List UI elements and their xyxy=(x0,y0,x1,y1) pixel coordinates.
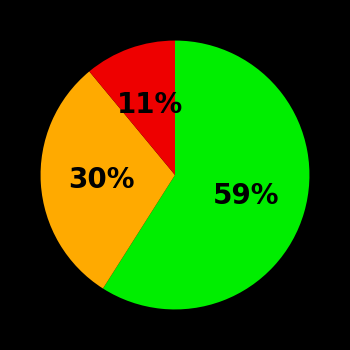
Wedge shape xyxy=(89,41,175,175)
Text: 59%: 59% xyxy=(213,182,279,210)
Text: 30%: 30% xyxy=(68,166,134,194)
Wedge shape xyxy=(41,71,175,288)
Text: 11%: 11% xyxy=(117,91,183,119)
Wedge shape xyxy=(103,41,309,309)
